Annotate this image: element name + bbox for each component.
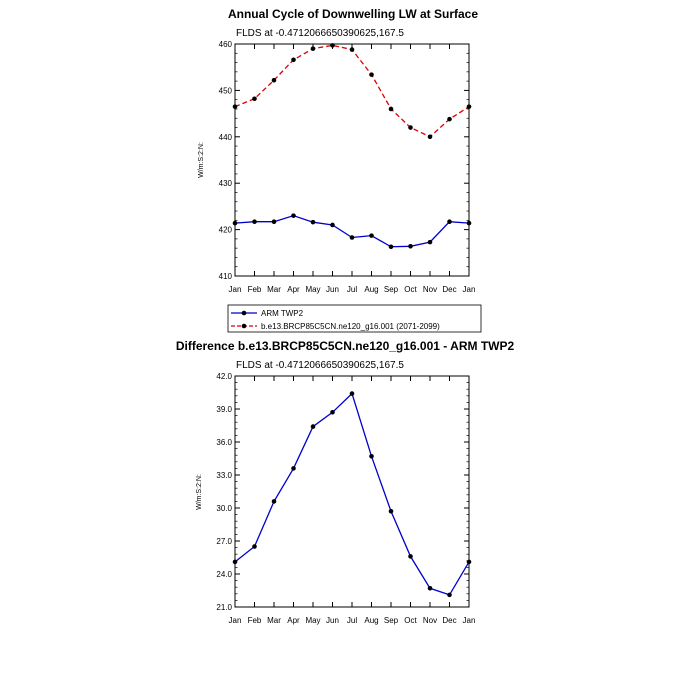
chart-2-series-1-point bbox=[271, 499, 277, 504]
chart-2: Difference b.e13.BRCP85C5CN.ne120_g16.00… bbox=[176, 339, 515, 625]
chart-1-series-1-point bbox=[369, 233, 374, 238]
chart-1-series-2-point bbox=[388, 106, 394, 112]
chart-2-y-tick-label: 36.0 bbox=[216, 438, 232, 447]
chart-1-title: Annual Cycle of Downwelling LW at Surfac… bbox=[228, 7, 478, 21]
legend-marker-arm bbox=[241, 310, 247, 316]
legend-label-model: b.e13.BRCP85C5CN.ne120_g16.001 (2071-209… bbox=[261, 322, 440, 331]
chart-1-x-tick-label: May bbox=[305, 285, 320, 294]
chart-1-series-1-point bbox=[349, 235, 355, 240]
chart-1-legend: ARM TWP2 b.e13.BRCP85C5CN.ne120_g16.001 … bbox=[227, 304, 482, 333]
chart-2-x-tick-label: Jan bbox=[229, 616, 242, 625]
chart-1-series-1-point bbox=[310, 219, 316, 225]
chart-2-x-tick-label: Dec bbox=[442, 616, 456, 625]
chart-1-series-1-point bbox=[447, 219, 452, 225]
chart-1-series-2-point bbox=[252, 96, 257, 102]
chart-1-x-tick-label: Jan bbox=[463, 285, 476, 294]
chart-1-series-1-line bbox=[234, 214, 470, 248]
chart-1-series-1-point bbox=[408, 244, 413, 249]
chart-2-x-tick-label: May bbox=[305, 616, 320, 625]
legend-label-arm: ARM TWP2 bbox=[261, 309, 304, 318]
chart-1-x-tick-label: Dec bbox=[442, 285, 456, 294]
chart-1-x-tick-label: Sep bbox=[384, 285, 399, 294]
chart-2-x-tick-label: Apr bbox=[287, 616, 300, 625]
chart-2-series-1-point bbox=[369, 454, 374, 459]
chart-2-series-1-point bbox=[408, 554, 413, 559]
chart-2-x-tick-label: Oct bbox=[404, 616, 417, 625]
chart-2-x-tick-label: Feb bbox=[248, 616, 262, 625]
chart-1-frame bbox=[234, 43, 470, 277]
chart-1-x-tick-label: Nov bbox=[423, 285, 437, 294]
chart-2-series-1-line bbox=[234, 392, 470, 596]
chart-2-y-tick-label: 30.0 bbox=[216, 504, 232, 513]
chart-2-y-tick-label: 21.0 bbox=[216, 603, 232, 612]
chart-1-x-tick-label: Feb bbox=[248, 285, 262, 294]
chart-2-series-1-point bbox=[291, 466, 296, 471]
chart-2-series-1-point bbox=[330, 410, 335, 415]
chart-1-x-tick-label: Aug bbox=[364, 285, 378, 294]
chart-2-x-tick-label: Jun bbox=[326, 616, 339, 625]
chart-2-x-tick-label: Sep bbox=[384, 616, 399, 625]
chart-2-y-tick-label: 39.0 bbox=[216, 405, 232, 414]
chart-2-x-tick-label: Nov bbox=[423, 616, 437, 625]
chart-1: Annual Cycle of Downwelling LW at Surfac… bbox=[198, 7, 482, 333]
chart-2-series-1-point bbox=[427, 586, 433, 591]
chart-2-x-tick-label: Mar bbox=[267, 616, 281, 625]
chart-1-series-2-point bbox=[408, 125, 413, 130]
chart-1-series-2-point bbox=[427, 134, 433, 140]
chart-2-series-1-point bbox=[310, 424, 316, 429]
legend-marker-model bbox=[241, 323, 247, 329]
chart-1-x-tick-label: Jun bbox=[326, 285, 339, 294]
chart-1-series-1-point bbox=[330, 222, 335, 228]
chart-1-x-tick-label: Mar bbox=[267, 285, 281, 294]
chart-1-series-2-line bbox=[234, 44, 470, 138]
chart-2-x-tick-label: Jan bbox=[463, 616, 476, 625]
chart-1-series-1-point bbox=[427, 239, 433, 245]
chart-1-series-1-point bbox=[252, 219, 257, 225]
chart-1-y-tick-label: 440 bbox=[219, 133, 233, 142]
chart-1-subtitle: FLDS at -0.4712066650390625,167.5 bbox=[236, 28, 404, 39]
chart-2-frame bbox=[234, 375, 470, 608]
chart-2-y-tick-label: 27.0 bbox=[216, 537, 232, 546]
chart-1-y-tick-label: 410 bbox=[219, 272, 233, 281]
chart-1-x-tick-label: Apr bbox=[287, 285, 300, 294]
chart-1-series-1-point bbox=[388, 244, 394, 250]
chart-1-series-2-point bbox=[291, 57, 296, 63]
chart-2-title: Difference b.e13.BRCP85C5CN.ne120_g16.00… bbox=[176, 339, 515, 353]
chart-2-series-1-point bbox=[388, 509, 394, 514]
chart-1-x-tick-label: Jul bbox=[347, 285, 357, 294]
chart-2-x-tick-label: Aug bbox=[364, 616, 378, 625]
chart-1-series-2-point bbox=[310, 46, 316, 51]
chart-1-series-2-point bbox=[447, 116, 452, 122]
chart-2-series-1-point bbox=[349, 391, 355, 396]
chart-1-series-1-point bbox=[291, 213, 296, 218]
chart-2-y-axis-label: W/m:S:2:N: bbox=[196, 474, 203, 510]
chart-1-y-tick-label: 450 bbox=[219, 86, 233, 95]
chart-2-plot-area: 21.0 24.0 27.0 30.0 33.0 36.0 39.0 42.0 Jan Feb Ma… bbox=[216, 372, 475, 625]
chart-2-x-tick-label: Jul bbox=[347, 616, 357, 625]
chart-1-x-tick-label: Jan bbox=[229, 285, 242, 294]
chart-2-series-1-point bbox=[447, 592, 452, 598]
chart-2-y-tick-label: 24.0 bbox=[216, 570, 232, 579]
chart-2-subtitle: FLDS at -0.4712066650390625,167.5 bbox=[236, 360, 404, 371]
legend-box bbox=[227, 304, 482, 333]
chart-2-series-1-point bbox=[252, 544, 257, 549]
chart-2-y-tick-label: 42.0 bbox=[216, 372, 232, 381]
chart-1-series-2-point bbox=[349, 47, 355, 52]
chart-1-y-tick-label: 460 bbox=[219, 40, 233, 49]
chart-1-y-tick-label: 420 bbox=[219, 226, 233, 235]
chart-1-series-1-point bbox=[271, 219, 277, 225]
chart-1-series-2-point bbox=[369, 72, 374, 77]
chart-1-x-tick-label: Oct bbox=[404, 285, 417, 294]
chart-1-plot-area: 410 420 430 440 450 460 Jan Feb Mar Apr May Jun Jul A… bbox=[219, 40, 476, 294]
chart-1-series-2-point bbox=[271, 77, 277, 83]
chart-2-y-tick-label: 33.0 bbox=[216, 471, 232, 480]
chart-1-y-axis-label: W/m:S:2:N: bbox=[198, 142, 205, 178]
chart-1-y-tick-label: 430 bbox=[219, 179, 233, 188]
